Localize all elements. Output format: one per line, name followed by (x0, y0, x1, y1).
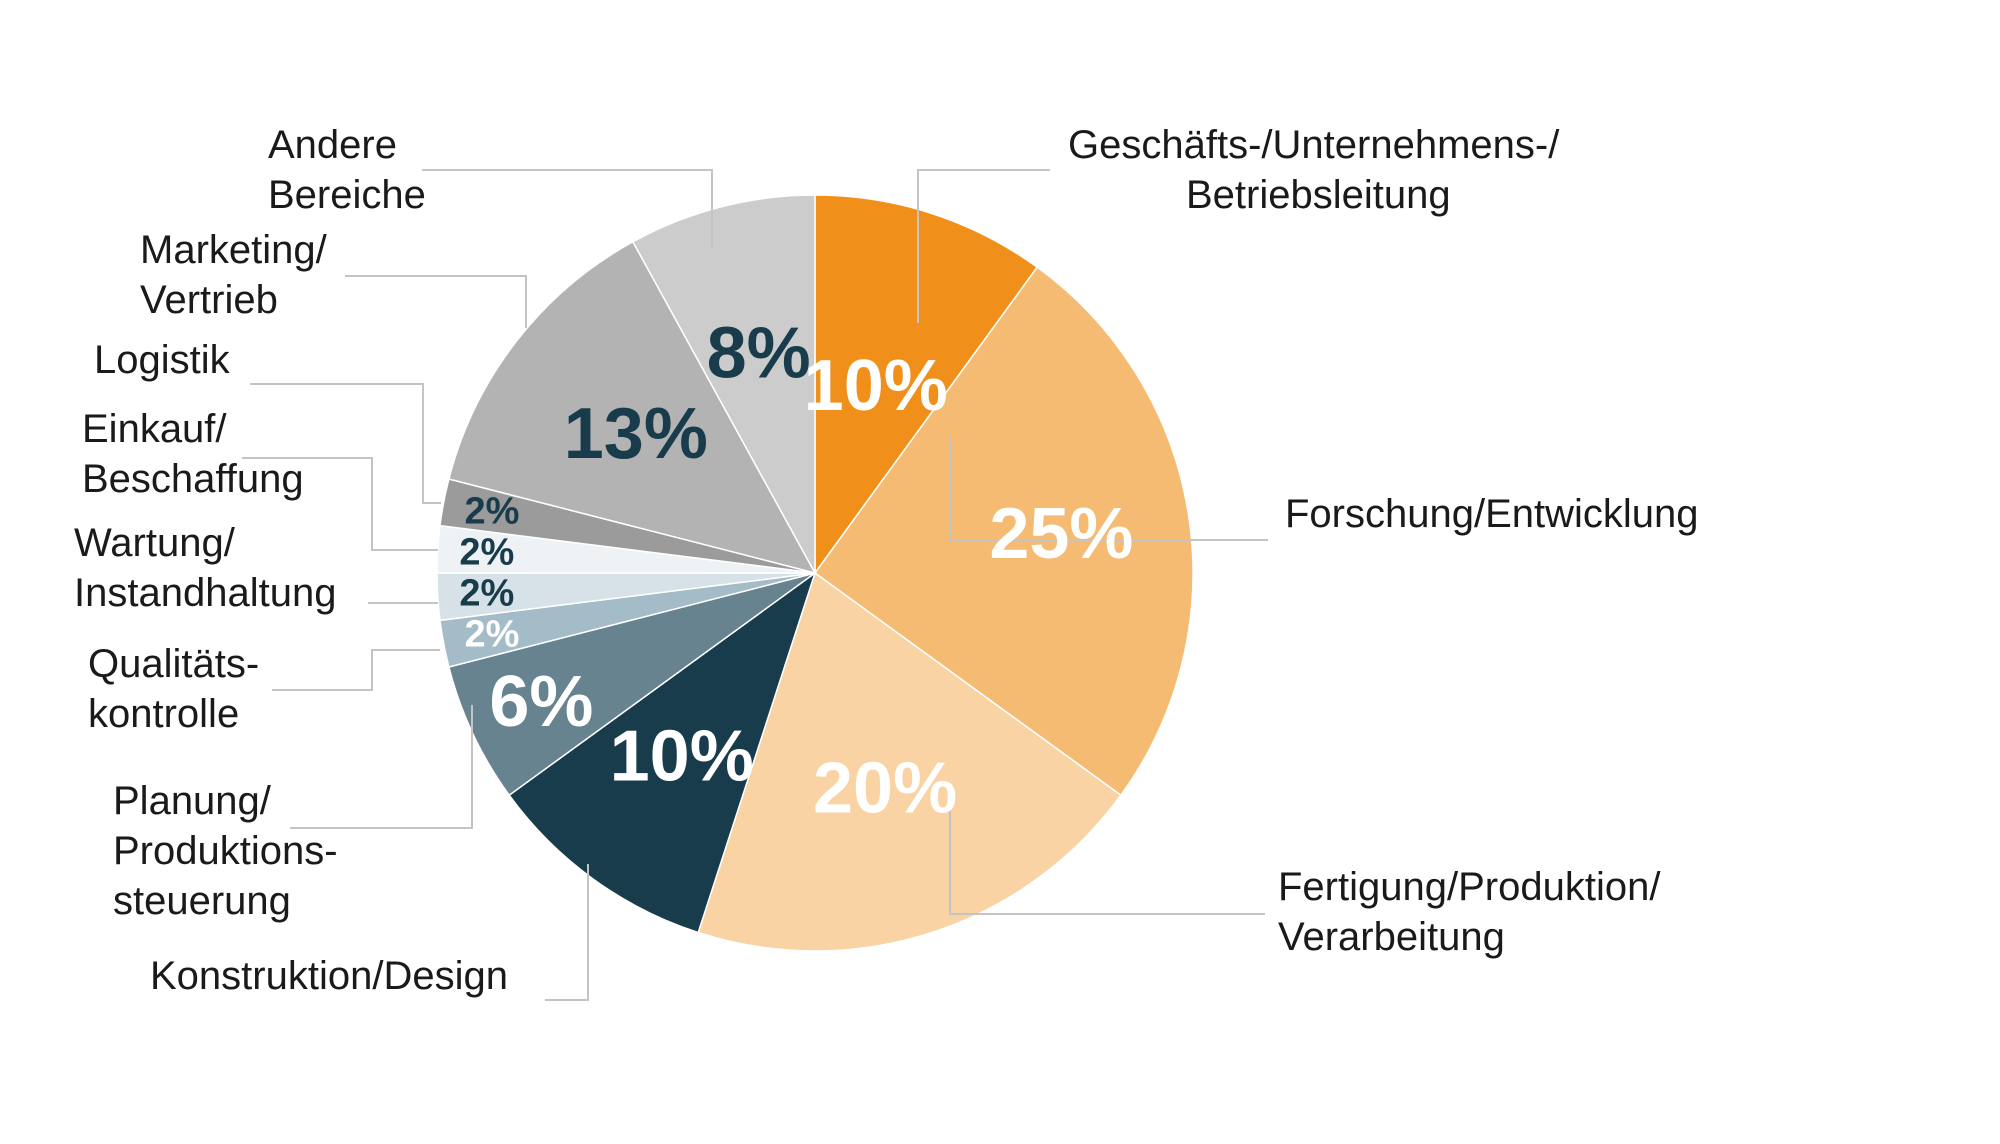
leader-line (242, 457, 438, 551)
slice-category-label-line: Forschung/Entwicklung (1285, 492, 1699, 536)
pie-slice (447, 572, 816, 797)
slice-category-label-line: steuerung (113, 879, 291, 923)
leader-line (272, 649, 440, 691)
slice-value-label: 8% (707, 313, 811, 393)
pie-slice (814, 194, 1039, 576)
leader-line (290, 705, 473, 829)
slice-category-label-line: Vertrieb (140, 278, 278, 322)
slice-category-label: Fertigung/Produktion/Verarbeitung (1278, 865, 1661, 959)
pie-slice (447, 240, 817, 575)
category-labels: Geschäfts-/Unternehmens-/ Betriebsleitung… (74, 123, 1699, 998)
slice-category-label-line: Qualitäts- (88, 642, 259, 686)
leader-line (545, 864, 589, 1001)
slice-category-label: Forschung/Entwicklung (1285, 492, 1699, 536)
value-labels: 10%25%20%10%6%2%2%2%2%13%8% (459, 313, 1133, 828)
slice-category-label-line: Betriebsleitung (1186, 173, 1451, 217)
slice-category-label-line: Beschaffung (82, 457, 304, 501)
slice-category-label: Einkauf/Beschaffung (82, 407, 304, 501)
leader-line (917, 169, 1050, 323)
slice-category-label-line: Logistik (94, 338, 231, 382)
slice-category-label-line: Instandhaltung (74, 571, 336, 615)
slice-category-label-line: Andere (268, 123, 397, 167)
pie-slice (508, 571, 817, 934)
leader-line (422, 169, 713, 248)
slice-category-label-line: Konstruktion/Design (150, 954, 508, 998)
leader-line (949, 437, 1268, 541)
slice-category-label: Geschäfts-/Unternehmens-/ Betriebsleitung (1068, 123, 1560, 217)
slice-value-label: 25% (989, 494, 1133, 574)
pie-slice (813, 266, 1194, 797)
slice-value-label: 10% (610, 716, 754, 796)
slice-category-label-line: Produktions- (113, 829, 338, 873)
slice-category-label: Qualitäts-kontrolle (88, 642, 259, 736)
slice-value-label: 13% (564, 394, 708, 474)
slice-category-label: Wartung/Instandhaltung (74, 521, 336, 615)
slice-category-label-line: Fertigung/Produktion/ (1278, 865, 1661, 909)
slice-value-label: 2% (465, 614, 520, 656)
slice-category-label: Logistik (94, 338, 231, 382)
slice-category-label-line: kontrolle (88, 692, 239, 736)
leader-line (949, 788, 1265, 915)
leader-line (250, 383, 441, 504)
leader-line (345, 275, 527, 328)
slice-value-label: 2% (465, 490, 520, 532)
pie-slice (631, 194, 816, 574)
slice-value-label: 10% (804, 346, 948, 426)
slice-value-label: 6% (489, 662, 593, 742)
slice-category-label: Marketing/Vertrieb (140, 228, 328, 322)
slice-category-label-line: Geschäfts-/Unternehmens-/ (1068, 123, 1560, 167)
slice-category-label-line: Bereiche (268, 173, 426, 217)
leader-lines (242, 169, 1268, 1001)
slice-category-label-line: Wartung/ (74, 521, 236, 565)
slice-category-label-line: Verarbeitung (1278, 915, 1505, 959)
slice-category-label-line: Planung/ (113, 779, 272, 823)
slice-category-label: Konstruktion/Design (150, 954, 508, 998)
pie-slice (697, 571, 1122, 952)
slice-category-label: Andere Bereiche (268, 123, 426, 217)
slice-value-label: 2% (459, 573, 514, 615)
slice-value-label: 2% (459, 531, 514, 573)
slice-value-label: 20% (813, 749, 957, 829)
slice-category-label: Planung/Produktions-steuerung (113, 779, 338, 923)
slice-category-label-line: Marketing/ (140, 228, 328, 272)
pie-slices (436, 194, 1194, 952)
slice-category-label-line: Einkauf/ (82, 407, 227, 451)
